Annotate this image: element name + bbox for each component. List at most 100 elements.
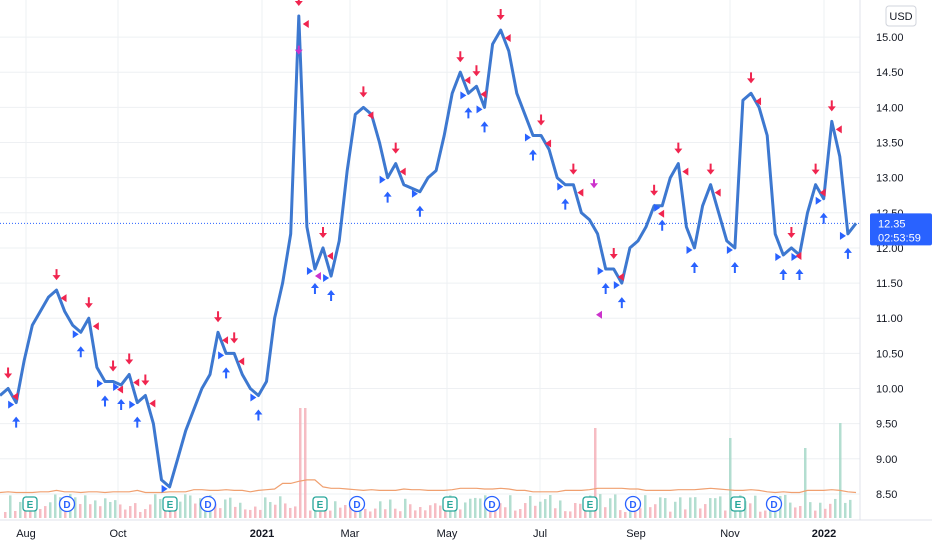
- sell-arrow-icon: [496, 9, 505, 21]
- signal-triangle-icon: [545, 139, 552, 148]
- volume-bar: [39, 509, 42, 518]
- signal-triangle-icon: [682, 167, 689, 176]
- signal-triangle-icon: [218, 351, 225, 360]
- volume-bar: [749, 503, 752, 518]
- signal-triangle-icon: [835, 125, 842, 134]
- volume-bar: [814, 510, 817, 518]
- volume-bar: [304, 408, 307, 518]
- sell-arrow-icon: [537, 114, 546, 126]
- earnings-badge-label: E: [587, 500, 594, 511]
- volume-bar: [124, 509, 127, 518]
- volume-bar: [139, 511, 142, 518]
- signal-triangle-icon: [92, 322, 99, 331]
- volume-bar: [174, 508, 177, 518]
- earnings-badge[interactable]: [22, 496, 38, 512]
- volume-bar: [559, 500, 562, 518]
- signal-triangle-icon: [12, 392, 19, 401]
- buy-arrow-icon: [76, 346, 85, 358]
- buy-arrow-icon: [12, 416, 21, 428]
- volume-bar: [84, 495, 87, 518]
- x-tick-label: Aug: [16, 528, 36, 540]
- volume-bar: [844, 502, 847, 518]
- earnings-badge[interactable]: [442, 496, 458, 512]
- volume-bar: [829, 503, 832, 518]
- earnings-badge[interactable]: [312, 496, 328, 512]
- sell-arrow-icon: [319, 226, 328, 238]
- special-triangle-icon: [596, 310, 602, 319]
- volume-bar: [154, 494, 157, 518]
- dividend-badge[interactable]: [765, 495, 783, 513]
- earnings-badge[interactable]: [730, 496, 746, 512]
- volume-bar: [639, 508, 642, 518]
- dividend-badge[interactable]: [624, 495, 642, 513]
- x-tick-label: Oct: [109, 528, 126, 540]
- earnings-badge-label: E: [447, 500, 454, 511]
- earnings-badge[interactable]: [162, 496, 178, 512]
- volume-bar: [554, 508, 557, 518]
- volume-bar: [659, 497, 662, 518]
- sell-arrow-icon: [52, 269, 61, 281]
- volume-bar: [614, 494, 617, 518]
- signal-triangle-icon: [222, 336, 229, 345]
- volume-bar: [264, 497, 267, 518]
- signal-triangle-icon: [755, 97, 762, 106]
- dividend-badge[interactable]: [483, 495, 501, 513]
- signal-triangle-icon: [819, 188, 826, 197]
- signal-triangle-icon: [72, 330, 79, 339]
- buy-arrow-icon: [561, 198, 570, 210]
- earnings-badge-label: E: [27, 500, 34, 511]
- x-tick-label: 2021: [250, 528, 274, 540]
- volume-bar: [114, 500, 117, 518]
- volume-bar: [244, 509, 247, 518]
- dividend-badge[interactable]: [348, 495, 366, 513]
- volume-bar: [699, 508, 702, 518]
- special-triangle-icon: [314, 272, 321, 281]
- earnings-badge-label: E: [167, 500, 174, 511]
- volume-bar: [14, 510, 17, 518]
- volume-bar: [719, 496, 722, 518]
- volume-bar: [499, 503, 502, 518]
- signal-triangle-icon: [617, 273, 624, 282]
- volume-bar: [189, 495, 192, 518]
- buy-arrow-icon: [819, 212, 828, 224]
- signal-triangle-icon: [411, 189, 418, 198]
- volume-bar: [19, 501, 22, 518]
- dividend-badge[interactable]: [58, 495, 76, 513]
- volume-bar: [609, 498, 612, 518]
- volume-bar: [674, 501, 677, 518]
- signal-triangle-icon: [464, 76, 471, 85]
- volume-bar: [809, 502, 812, 518]
- signal-triangle-icon: [238, 357, 245, 366]
- volume-bar: [9, 495, 12, 518]
- volume-bar: [384, 509, 387, 518]
- volume-bar: [474, 497, 477, 518]
- signal-triangle-icon: [524, 133, 531, 142]
- volume-bar: [624, 511, 627, 518]
- volume-bar: [229, 497, 232, 518]
- volume-bar: [549, 494, 552, 518]
- buy-arrow-icon: [133, 416, 142, 428]
- y-tick-label: 8.50: [876, 489, 897, 501]
- y-tick-label: 13.50: [876, 138, 904, 150]
- volume-bar: [309, 510, 312, 518]
- volume-bar: [799, 506, 802, 518]
- volume-bar: [514, 510, 517, 518]
- sell-arrow-icon: [609, 248, 618, 260]
- earnings-badge[interactable]: [582, 496, 598, 512]
- x-tick-label: 2022: [812, 528, 836, 540]
- volume-bar: [109, 501, 112, 518]
- dividend-badge[interactable]: [199, 495, 217, 513]
- dividend-badge-label: D: [770, 500, 777, 511]
- volume-bar: [434, 503, 437, 518]
- sell-arrow-icon: [787, 226, 796, 238]
- buy-arrow-icon: [843, 247, 852, 259]
- volume-bar: [669, 511, 672, 518]
- buy-arrow-icon: [528, 149, 537, 161]
- signal-triangle-icon: [133, 378, 140, 387]
- currency-button[interactable]: [885, 5, 917, 27]
- signal-triangle-icon: [113, 383, 120, 391]
- volume-average-line: [0, 479, 857, 494]
- y-tick-label: 9.50: [876, 419, 897, 431]
- signal-triangle-icon: [367, 111, 374, 120]
